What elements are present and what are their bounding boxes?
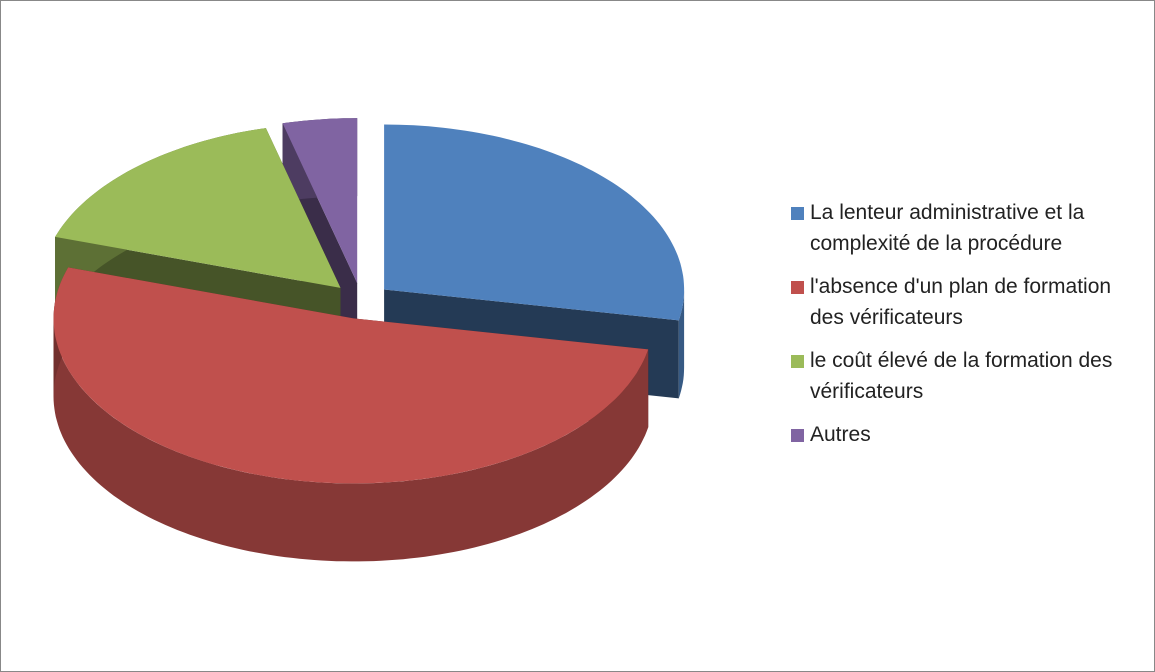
slice-top xyxy=(384,124,685,321)
slice-top xyxy=(53,267,649,484)
legend-swatch xyxy=(791,429,804,442)
slice-side xyxy=(53,318,649,562)
legend-item: Autres xyxy=(791,419,1141,450)
legend-item: le coût élevé de la formation des vérifi… xyxy=(791,345,1141,407)
slice-top xyxy=(55,128,341,288)
slice-top xyxy=(282,118,358,284)
legend-label: l'absence d'un plan de formation des vér… xyxy=(810,275,1112,329)
legend-swatch xyxy=(791,355,804,368)
legend-item: La lenteur administrative et la complexi… xyxy=(791,197,1141,259)
legend-label: le coût élevé de la formation des vérifi… xyxy=(810,349,1113,403)
pie-plot xyxy=(53,118,685,562)
legend-label: Autres xyxy=(810,423,871,446)
legend-swatch xyxy=(791,207,804,220)
slice xyxy=(53,267,649,562)
legend-label: La lenteur administrative et la complexi… xyxy=(810,201,1085,255)
legend: La lenteur administrative et la complexi… xyxy=(791,197,1141,462)
legend-item: l'absence d'un plan de formation des vér… xyxy=(791,271,1141,333)
legend-swatch xyxy=(791,281,804,294)
slice-side xyxy=(678,289,685,399)
